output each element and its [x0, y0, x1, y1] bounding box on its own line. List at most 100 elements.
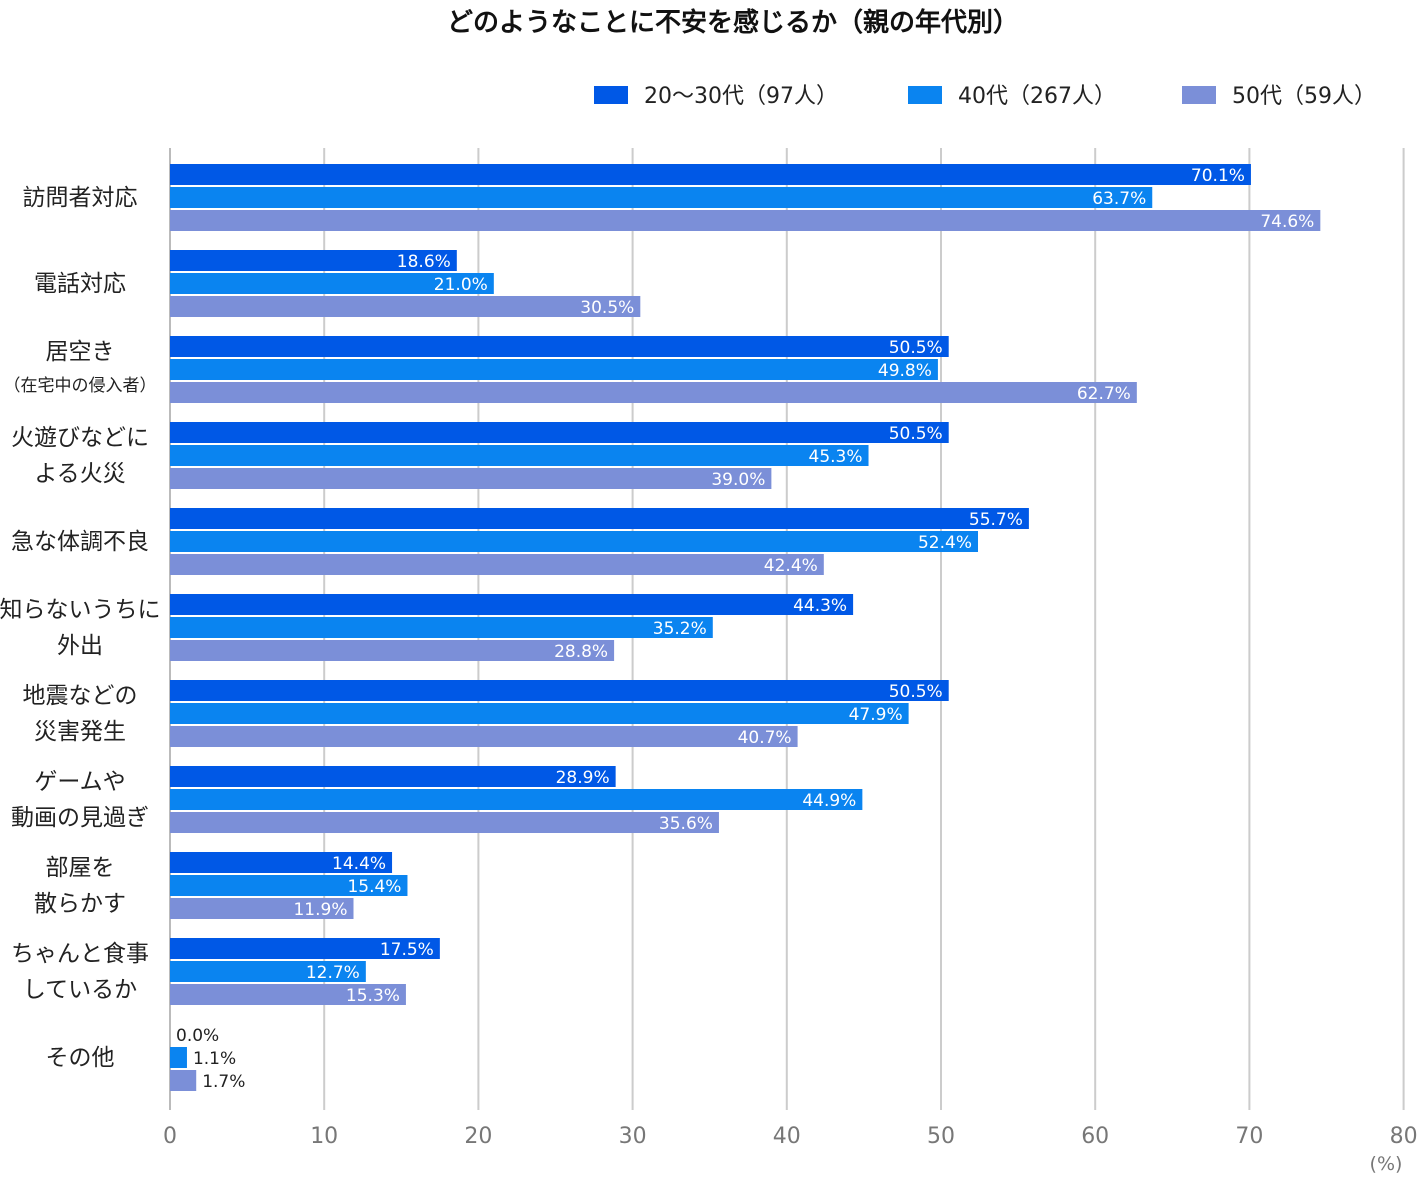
bar — [170, 296, 641, 317]
bar-value-label: 42.4% — [764, 556, 818, 576]
category-label: 居空き — [46, 339, 115, 365]
bar-value-label: 28.8% — [554, 642, 608, 662]
bar — [170, 531, 979, 552]
legend: 20〜30代（97人） 40代（267人） 50代（59人） — [594, 84, 1376, 109]
bar-value-label: 15.4% — [347, 877, 401, 897]
bar — [170, 812, 719, 833]
x-tick-label: 50 — [927, 1124, 955, 1149]
bar — [170, 789, 863, 810]
category-label: 火遊びなどに — [11, 425, 149, 451]
bar — [170, 554, 824, 575]
bar — [170, 210, 1321, 231]
x-tick-label: 30 — [619, 1124, 647, 1149]
bar-value-label: 40.7% — [738, 728, 792, 748]
bar — [170, 875, 408, 896]
x-tick-label: 70 — [1235, 1124, 1263, 1149]
bar — [170, 445, 869, 466]
x-tick-label: 80 — [1390, 1124, 1418, 1149]
category-label: 急な体調不良 — [11, 529, 149, 555]
category-label-line2: （在宅中の侵入者） — [4, 376, 157, 396]
category-label-line2: 散らかす — [34, 891, 126, 917]
bar-value-label: 50.5% — [889, 338, 943, 358]
legend-swatch — [908, 86, 942, 104]
bar-value-label: 62.7% — [1077, 384, 1131, 404]
bar-value-label: 44.9% — [802, 791, 856, 811]
bar-value-label: 35.6% — [659, 814, 713, 834]
bar-value-label: 63.7% — [1092, 189, 1146, 209]
bar-value-label: 28.9% — [556, 768, 610, 788]
bar — [170, 898, 354, 919]
legend-label: 50代（59人） — [1232, 84, 1376, 109]
bar — [170, 273, 494, 294]
bar-value-label: 44.3% — [793, 596, 847, 616]
bar — [170, 852, 393, 873]
category-label: 電話対応 — [34, 271, 126, 297]
x-tick-label: 10 — [310, 1124, 338, 1149]
bar — [170, 468, 772, 489]
bar-value-label: 52.4% — [918, 533, 972, 553]
bar-value-label: 35.2% — [653, 619, 707, 639]
bar — [170, 422, 949, 443]
bar — [170, 703, 909, 724]
bar-value-label: 45.3% — [809, 447, 863, 467]
legend-label: 40代（267人） — [958, 84, 1116, 109]
bar — [170, 382, 1137, 403]
category-label-line2: しているか — [23, 977, 137, 1003]
bar — [170, 187, 1153, 208]
category-label-line2: 外出 — [57, 633, 103, 659]
x-axis-unit: (%) — [1370, 1153, 1403, 1175]
bar — [170, 594, 854, 615]
category-label-line2: 災害発生 — [34, 719, 126, 745]
bar — [170, 508, 1029, 529]
bar-value-label: 47.9% — [849, 705, 903, 725]
bar — [170, 938, 440, 959]
chart-title: どのようなことに不安を感じるか（親の年代別） — [447, 7, 1019, 38]
bar — [170, 164, 1251, 185]
bar-value-label: 21.0% — [434, 275, 488, 295]
bar — [170, 250, 457, 271]
category-label-line2: 動画の見過ぎ — [11, 805, 149, 831]
bar — [170, 1070, 197, 1091]
legend-label: 20〜30代（97人） — [644, 84, 838, 109]
legend-swatch — [1182, 86, 1216, 104]
bars: 70.1% 63.7% 74.6% 18.6% 21.0% 30.5% 50.5% 49.8%… — [170, 164, 1321, 1092]
category-label: 訪問者対応 — [23, 185, 138, 211]
bar-value-label: 1.7% — [202, 1072, 245, 1092]
bar-value-label: 1.1% — [193, 1049, 236, 1069]
bar-value-label: 18.6% — [397, 252, 451, 272]
x-tick-label: 60 — [1081, 1124, 1109, 1149]
bar — [170, 766, 616, 787]
bar-value-label: 50.5% — [889, 682, 943, 702]
x-tick-label: 0 — [163, 1124, 177, 1149]
bar-value-label: 74.6% — [1260, 212, 1314, 232]
bar-value-label: 17.5% — [380, 940, 434, 960]
bar-value-label: 55.7% — [969, 510, 1023, 530]
category-label: 部屋を — [46, 855, 115, 881]
bar — [170, 617, 713, 638]
bar — [170, 984, 406, 1005]
bar-value-label: 14.4% — [332, 854, 386, 874]
x-tick-label: 40 — [773, 1124, 801, 1149]
bar-value-label: 30.5% — [580, 298, 634, 318]
legend-swatch — [594, 86, 628, 104]
x-tick-label: 20 — [464, 1124, 492, 1149]
bar-value-label: 70.1% — [1191, 166, 1245, 186]
bar-value-label: 11.9% — [293, 900, 347, 920]
bar-value-label: 50.5% — [889, 424, 943, 444]
bar — [170, 680, 949, 701]
category-label-line2: よる火災 — [34, 461, 125, 487]
category-label: 地震などの — [23, 683, 138, 709]
category-label: 知らないうちに — [0, 597, 161, 623]
x-axis-ticks: 0 10 20 30 40 50 60 70 80 — [163, 1124, 1418, 1149]
bar-value-label: 39.0% — [711, 470, 765, 490]
category-label: ゲームや — [34, 769, 125, 795]
bar — [170, 359, 938, 380]
bar — [170, 726, 798, 747]
bar — [170, 961, 366, 982]
bar-value-label: 0.0% — [176, 1026, 219, 1046]
category-label: その他 — [46, 1045, 115, 1071]
bar-value-label: 12.7% — [306, 963, 360, 983]
bar-value-label: 49.8% — [878, 361, 932, 381]
